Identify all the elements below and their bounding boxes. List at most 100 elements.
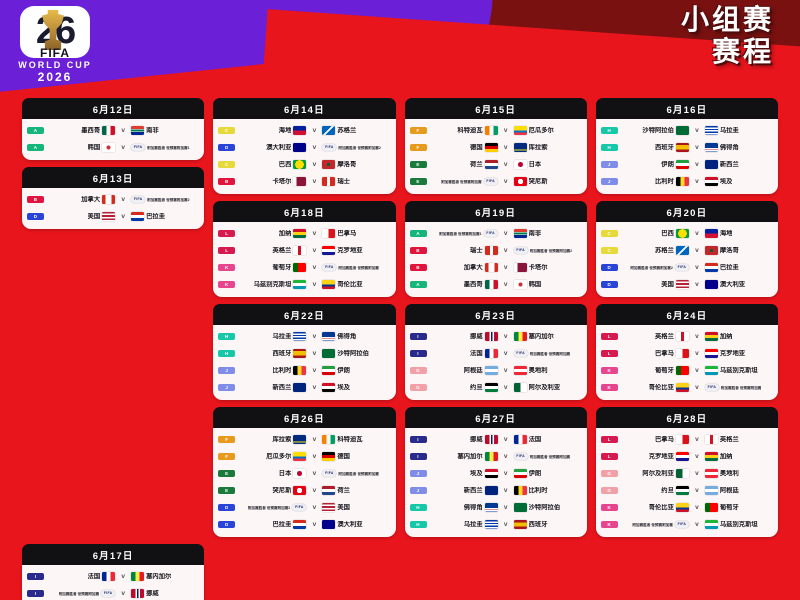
match-row[interactable]: B 卡塔尔 v 瑞士: [218, 173, 390, 190]
day-card[interactable]: 6月12日 A 墨西哥 v 南非 A 韩国 v FIFA 附加赛胜者 世预赛附加赛1: [22, 98, 205, 160]
match-list: L 加纳 v 巴拿马 L 英格兰 v 克罗地亚 K 葡萄牙 v FIFA 附加赛胜者 世预赛附加赛 K 乌兹…: [213, 222, 396, 297]
match-row[interactable]: F 厄瓜多尔 v 德国: [218, 448, 390, 465]
match-row[interactable]: I 挪威 v 塞内加尔: [409, 328, 582, 345]
team-name-home: 阿尔及利亚: [642, 470, 674, 477]
group-badge: I: [27, 590, 44, 597]
team-home: 新西兰: [430, 486, 498, 495]
match-row[interactable]: G 阿尔及利亚 v 奥地利: [600, 465, 773, 482]
day-card[interactable]: 6月28日 L 巴拿马 v 英格兰 L 克罗地亚 v 加纳 G 阿尔及利亚 v 奥地利 G 约旦 v 阿根廷 K 哥…: [595, 407, 778, 537]
match-row[interactable]: J 伊朗 v 新西兰: [600, 156, 773, 173]
match-row[interactable]: K 乌兹别克斯坦 v 哥伦比亚: [218, 276, 390, 293]
day-card[interactable]: 6月14日 C 海地 v 苏格兰 D 澳大利亚 v FIFA 附加赛胜者 世预赛附加赛2 C 巴西 v 摩…: [213, 98, 396, 194]
day-card[interactable]: 6月24日 L 英格兰 v 加纳 L 巴拿马 v 克罗地亚 K 葡萄牙 v 乌兹别克斯坦 K 哥伦比亚 v FI…: [595, 304, 778, 400]
group-letter: K: [607, 505, 611, 510]
team-name-home: 比利时: [654, 178, 674, 185]
match-row[interactable]: I 塞内加尔 v FIFA 附加赛胜者 世预赛附加赛: [409, 448, 582, 465]
match-row[interactable]: L 巴拿马 v 克罗地亚: [600, 345, 773, 362]
match-row[interactable]: H 西班牙 v 沙特阿拉伯: [218, 345, 390, 362]
match-row[interactable]: B 瑞士 v FIFA 附加赛胜者 世预赛附加赛2: [409, 242, 582, 259]
team-name-away: 乌兹别克斯坦: [719, 367, 758, 374]
match-row[interactable]: K 哥伦比亚 v 葡萄牙: [600, 499, 773, 516]
match-row[interactable]: A 韩国 v FIFA 附加赛胜者 世预赛附加赛1: [27, 139, 199, 156]
match-row[interactable]: I 挪威 v 法国: [409, 431, 582, 448]
match-row[interactable]: D 美国 v 巴拉圭: [27, 208, 199, 225]
flag-icon-py: [131, 212, 145, 221]
match-row[interactable]: C 苏格兰 v 摩洛哥: [600, 242, 773, 259]
versus-separator: v: [503, 470, 508, 477]
match-row[interactable]: F 德国 v 库拉索: [409, 139, 582, 156]
match-row[interactable]: J 新西兰 v 比利时: [409, 482, 582, 499]
day-card[interactable]: 6月13日 B 加拿大 v FIFA 附加赛胜者 世预赛附加赛2 D 美国 v 巴拉圭: [22, 167, 205, 229]
match-row[interactable]: A 墨西哥 v 韩国: [409, 276, 582, 293]
match-row[interactable]: K 葡萄牙 v FIFA 附加赛胜者 世预赛附加赛: [218, 259, 390, 276]
match-row[interactable]: C 海地 v 苏格兰: [218, 122, 390, 139]
day-card[interactable]: 6月19日 A 附加赛胜者 世预赛附加赛1 FIFA v 南非 B 瑞士 v FIFA 附加赛胜者 …: [404, 201, 587, 297]
match-row[interactable]: A 墨西哥 v 南非: [27, 122, 199, 139]
match-row[interactable]: L 巴拿马 v 英格兰: [600, 431, 773, 448]
team-home: 卡塔尔: [238, 177, 307, 186]
versus-separator: v: [312, 333, 317, 340]
flag-icon-de: [484, 143, 498, 152]
day-card[interactable]: 6月20日 C 巴西 v 海地 C 苏格兰 v 摩洛哥 D 附加赛胜者 世预赛附加赛2 FIFA v 巴拉…: [595, 201, 778, 297]
match-row[interactable]: D 澳大利亚 v FIFA 附加赛胜者 世预赛附加赛2: [218, 139, 390, 156]
match-row[interactable]: F 库拉索 v 科特迪瓦: [218, 431, 390, 448]
match-row[interactable]: G 约旦 v 阿尔及利亚: [409, 379, 582, 396]
match-row[interactable]: B 加拿大 v 卡塔尔: [409, 259, 582, 276]
match-row[interactable]: L 英格兰 v 加纳: [600, 328, 773, 345]
match-list: B 加拿大 v FIFA 附加赛胜者 世预赛附加赛2 D 美国 v 巴拉圭: [22, 188, 205, 229]
flag-icon-ht: [704, 229, 718, 238]
day-date-header: 6月22日: [213, 304, 396, 325]
team-name-away: 摩洛哥: [719, 247, 739, 254]
match-row[interactable]: E 附加赛胜者 世预赛附加赛 FIFA v 突尼斯: [409, 173, 582, 190]
match-row[interactable]: K 哥伦比亚 v FIFA 附加赛胜者 世预赛附加赛: [600, 379, 773, 396]
match-row[interactable]: L 克罗地亚 v 加纳: [600, 448, 773, 465]
day-card[interactable]: 6月18日 L 加纳 v 巴拿马 L 英格兰 v 克罗地亚 K 葡萄牙 v FIFA 附加赛胜者 世预赛附…: [213, 201, 396, 297]
match-row[interactable]: E 荷兰 v 日本: [409, 156, 582, 173]
match-row[interactable]: H 佛得角 v 沙特阿拉伯: [409, 499, 582, 516]
match-row[interactable]: H 西班牙 v 佛得角: [600, 139, 773, 156]
match-row[interactable]: J 埃及 v 伊朗: [409, 465, 582, 482]
team-away: FIFA 附加赛胜者 世预赛附加赛: [513, 350, 582, 357]
group-badge: A: [409, 281, 427, 288]
match-row[interactable]: G 约旦 v 阿根廷: [600, 482, 773, 499]
match-row[interactable]: C 巴西 v 海地: [600, 225, 773, 242]
match-row[interactable]: D 巴拉圭 v 澳大利亚: [218, 516, 390, 533]
group-badge: K: [218, 281, 236, 288]
match-row[interactable]: D 美国 v 澳大利亚: [600, 276, 773, 293]
match-row[interactable]: I 法国 v 塞内加尔: [27, 568, 199, 585]
match-row[interactable]: E 突尼斯 v 荷兰: [218, 482, 390, 499]
day-card[interactable]: 6月22日 H 乌拉圭 v 佛得角 H 西班牙 v 沙特阿拉伯 J 比利时 v 伊朗 J 新西兰 v 埃及: [213, 304, 396, 400]
match-row[interactable]: H 乌拉圭 v 佛得角: [218, 328, 390, 345]
match-row[interactable]: K 附加赛胜者 世预赛附加赛 FIFA v 乌兹别克斯坦: [600, 516, 773, 533]
day-card[interactable]: 6月16日 H 沙特阿拉伯 v 乌拉圭 H 西班牙 v 佛得角 J 伊朗 v 新西兰 J 比利时 v 埃及: [595, 98, 778, 194]
day-card[interactable]: 6月27日 I 挪威 v 法国 I 塞内加尔 v FIFA 附加赛胜者 世预赛附加赛 J 埃及 v 伊朗 J…: [404, 407, 587, 537]
flag-icon-ch: [484, 246, 498, 255]
match-row[interactable]: F 科特迪瓦 v 厄瓜多尔: [409, 122, 582, 139]
versus-separator: v: [312, 350, 317, 357]
group-badge: E: [409, 178, 427, 185]
match-row[interactable]: D 附加赛胜者 世预赛附加赛2 FIFA v 美国: [218, 499, 390, 516]
team-name-home: 沙特阿拉伯: [642, 127, 674, 134]
day-card[interactable]: 6月15日 F 科特迪瓦 v 厄瓜多尔 F 德国 v 库拉索 E 荷兰 v 日本 E 附加赛胜者 世预赛附加…: [404, 98, 587, 194]
match-row[interactable]: A 附加赛胜者 世预赛附加赛1 FIFA v 南非: [409, 225, 582, 242]
team-name-home: 乌拉圭: [463, 521, 483, 528]
team-name-home: 科特迪瓦: [457, 127, 483, 134]
match-row[interactable]: B 加拿大 v FIFA 附加赛胜者 世预赛附加赛2: [27, 191, 199, 208]
match-row[interactable]: G 阿根廷 v 奥地利: [409, 362, 582, 379]
match-row[interactable]: H 沙特阿拉伯 v 乌拉圭: [600, 122, 773, 139]
match-row[interactable]: L 英格兰 v 克罗地亚: [218, 242, 390, 259]
match-row[interactable]: E 日本 v FIFA 附加赛胜者 世预赛附加赛: [218, 465, 390, 482]
match-row[interactable]: I 法国 v FIFA 附加赛胜者 世预赛附加赛: [409, 345, 582, 362]
match-row[interactable]: K 葡萄牙 v 乌兹别克斯坦: [600, 362, 773, 379]
match-row[interactable]: I 附加赛胜者 世预赛附加赛 FIFA v 挪威: [27, 585, 199, 600]
match-row[interactable]: L 加纳 v 巴拿马: [218, 225, 390, 242]
match-row[interactable]: J 比利时 v 埃及: [600, 173, 773, 190]
day-card[interactable]: 6月23日 I 挪威 v 塞内加尔 I 法国 v FIFA 附加赛胜者 世预赛附加赛 G 阿根廷 v 奥地…: [404, 304, 587, 400]
match-row[interactable]: C 巴西 v 摩洛哥: [218, 156, 390, 173]
day-card[interactable]: 6月26日 F 库拉索 v 科特迪瓦 F 厄瓜多尔 v 德国 E 日本 v FIFA 附加赛胜者 世预赛附…: [213, 407, 396, 537]
match-row[interactable]: H 乌拉圭 v 西班牙: [409, 516, 582, 533]
match-row[interactable]: J 新西兰 v 埃及: [218, 379, 390, 396]
match-row[interactable]: J 比利时 v 伊朗: [218, 362, 390, 379]
match-row[interactable]: D 附加赛胜者 世预赛附加赛2 FIFA v 巴拉圭: [600, 259, 773, 276]
